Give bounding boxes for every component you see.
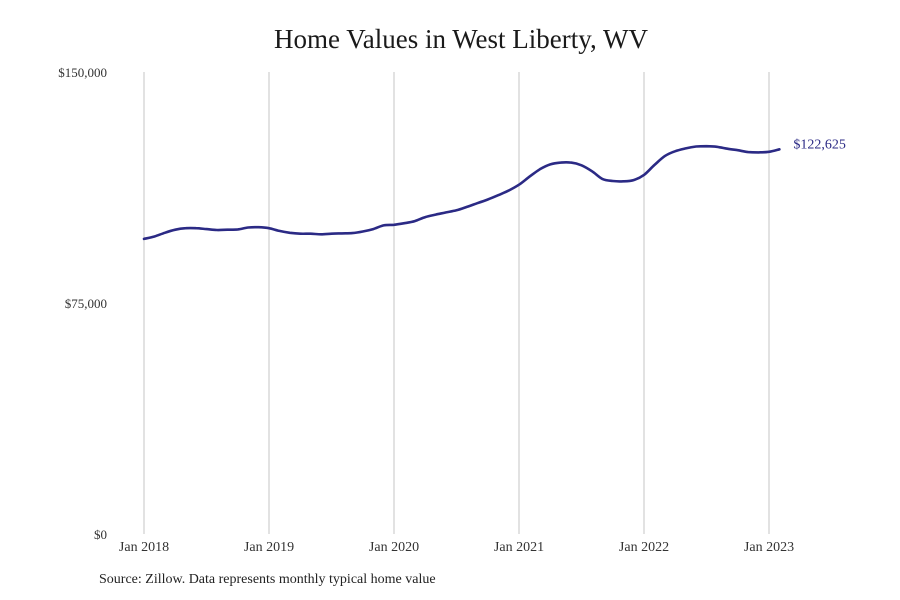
x-tick-label: Jan 2019 xyxy=(244,540,294,555)
x-tick-label: Jan 2018 xyxy=(119,540,169,555)
x-axis-ticks: Jan 2018 Jan 2019 Jan 2020 Jan 2021 Jan 2022… xyxy=(119,540,794,555)
home-value-line xyxy=(142,144,781,241)
x-tick-label: Jan 2022 xyxy=(619,540,669,555)
x-tick-label: Jan 2023 xyxy=(744,540,794,555)
source-note: Source: Zillow. Data represents monthly … xyxy=(99,572,436,587)
latest-value-label: $122,625 xyxy=(793,137,846,152)
y-axis-ticks: $0 $75,000 $150,000 xyxy=(58,65,107,542)
y-tick-label: $150,000 xyxy=(58,65,107,80)
x-tick-label: Jan 2021 xyxy=(494,540,544,555)
chart-title: Home Values in West Liberty, WV xyxy=(273,24,649,54)
grid-lines xyxy=(143,72,770,534)
y-tick-label: $75,000 xyxy=(65,296,107,311)
x-tick-label: Jan 2020 xyxy=(369,540,419,555)
y-tick-label: $0 xyxy=(94,527,107,542)
